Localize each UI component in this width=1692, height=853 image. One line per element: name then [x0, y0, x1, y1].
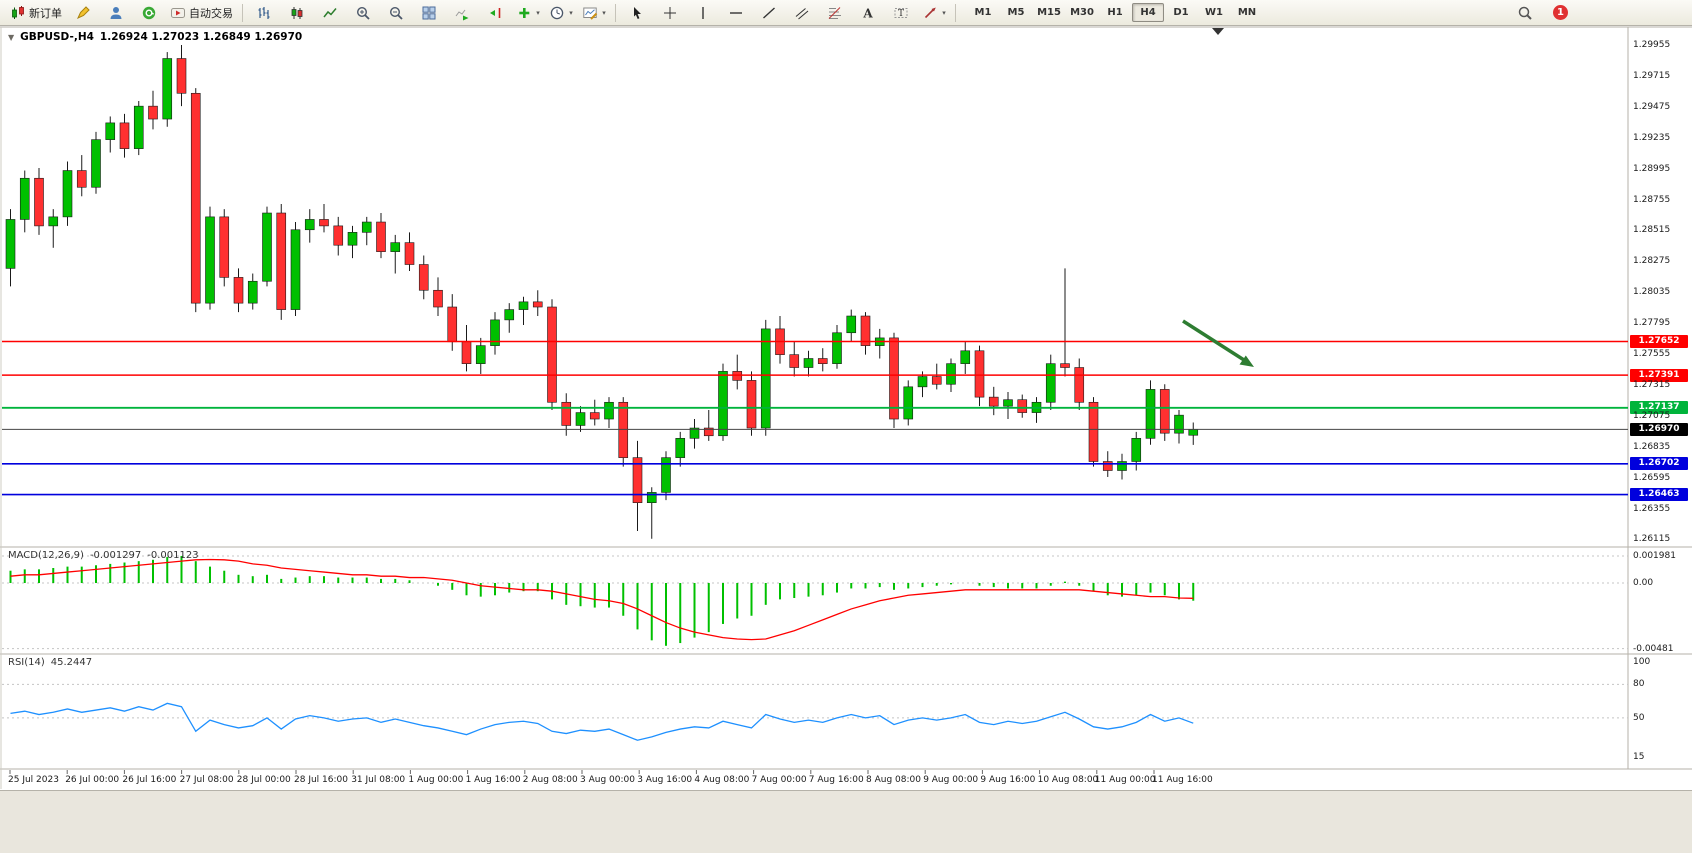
autotrading-label: 自动交易 [189, 6, 233, 20]
candlestick-icon [291, 6, 303, 19]
crosshair-button[interactable] [654, 1, 686, 25]
new-order-button[interactable]: 新订单 [6, 1, 66, 25]
metaeditor-button[interactable] [67, 1, 99, 25]
tile-windows-icon [422, 6, 436, 19]
chevron-down-icon: ▾ [569, 8, 573, 17]
symbol-ohlc: 1.26924 1.27023 1.26849 1.26970 [99, 31, 303, 43]
fibonacci-icon [828, 6, 841, 19]
cursor-arrow-icon [634, 6, 641, 19]
cursor-button[interactable] [621, 1, 653, 25]
zoom-out-button[interactable] [380, 1, 412, 25]
timeframe-mn-button[interactable]: MN [1237, 7, 1257, 18]
community-button[interactable] [100, 1, 132, 25]
notification-badge[interactable]: 1 [1553, 5, 1568, 20]
chevron-down-icon: ▾ [602, 8, 606, 17]
line-chart-icon [323, 7, 337, 17]
toolbar-separator [615, 3, 616, 22]
timeframe-w1-button[interactable]: W1 [1205, 7, 1223, 18]
autotrading-button[interactable]: 自动交易 [166, 1, 237, 25]
template-chart-icon [583, 7, 598, 20]
add-indicator-icon [519, 7, 530, 18]
new-order-icon [12, 5, 24, 19]
candlestick-chart-button[interactable] [281, 1, 313, 25]
symbol-name: GBPUSD-,H4 [20, 31, 94, 43]
autotrading-play-icon [171, 7, 185, 18]
clock-icon [550, 6, 564, 19]
periods-button[interactable]: ▾ [545, 1, 577, 25]
person-icon [110, 6, 122, 19]
text-button[interactable]: A [852, 1, 884, 25]
mql5-button[interactable] [133, 1, 165, 25]
timeframe-h4-button[interactable]: H4 [1132, 3, 1164, 22]
rsi-pane-label: RSI(14) 45.2447 [8, 657, 92, 668]
line-chart-button[interactable] [314, 1, 346, 25]
chart-shift-icon [490, 7, 501, 18]
timeframe-m30-button[interactable]: M30 [1070, 7, 1094, 18]
symbol-info: ▼ GBPUSD-,H4 1.26924 1.27023 1.26849 1.2… [8, 31, 302, 43]
auto-scroll-icon [455, 9, 469, 20]
crosshair-icon [664, 6, 676, 19]
price-axis[interactable] [1628, 27, 1692, 769]
horizontal-line-icon [730, 11, 742, 14]
chevron-down-icon: ▾ [536, 8, 540, 17]
zoom-out-icon [389, 6, 403, 20]
new-order-label: 新订单 [29, 6, 62, 20]
macd-pane-label: MACD(12,26,9) -0.001297 -0.001123 [8, 550, 199, 561]
text-tool-icon: A [862, 6, 873, 20]
indicators-button[interactable]: ▾ [512, 1, 544, 25]
zoom-in-button[interactable] [347, 1, 379, 25]
rsi-value: 45.2447 [50, 657, 93, 668]
arrow-shape-icon [925, 7, 937, 18]
one-click-trading-toggle[interactable]: ▼ [8, 32, 15, 42]
svg-text:T: T [898, 9, 904, 19]
rsi-name: RSI(14) [8, 657, 45, 668]
macd-name: MACD(12,26,9) [8, 550, 84, 561]
search-icon [1518, 6, 1532, 20]
toolbar-separator [242, 3, 243, 22]
macd-signal-value: -0.001123 [147, 550, 199, 561]
trendline-icon [763, 6, 775, 19]
timeframe-m5-button[interactable]: M5 [1007, 7, 1025, 18]
equidistant-channel-icon [795, 7, 809, 19]
text-label-icon: T [894, 7, 908, 19]
channel-button[interactable] [786, 1, 818, 25]
time-axis[interactable] [0, 769, 1628, 789]
macd-main-value: -0.001297 [89, 550, 142, 561]
timeframe-h1-button[interactable]: H1 [1107, 7, 1123, 18]
timeframe-d1-button[interactable]: D1 [1173, 7, 1189, 18]
toolbar-separator [955, 3, 956, 22]
arrows-shapes-button[interactable]: ▾ [918, 1, 950, 25]
bar-chart-button[interactable] [248, 1, 280, 25]
main-toolbar: 新订单 自动交易 [0, 0, 1692, 26]
mql5-community-icon [142, 6, 156, 19]
vertical-line-icon [702, 6, 704, 19]
zoom-in-icon [356, 6, 370, 20]
toolbar-right-group: 1 [1509, 1, 1568, 25]
tile-windows-button[interactable] [413, 1, 445, 25]
search-button[interactable] [1509, 1, 1541, 25]
timeframe-m15-button[interactable]: M15 [1037, 7, 1061, 18]
timeframe-group: M1 M5 M15 M30 H1 H4 D1 W1 MN [967, 3, 1263, 22]
chevron-down-icon: ▾ [942, 8, 946, 17]
chart-shift-button[interactable] [479, 1, 511, 25]
fibonacci-button[interactable] [819, 1, 851, 25]
bottom-strip [0, 790, 1692, 853]
vertical-line-button[interactable] [687, 1, 719, 25]
ohlc-bars-icon [258, 6, 270, 19]
pencil-icon [76, 5, 90, 19]
trendline-button[interactable] [753, 1, 785, 25]
templates-button[interactable]: ▾ [578, 1, 610, 25]
svg-text:A: A [862, 6, 873, 20]
auto-scroll-button[interactable] [446, 1, 478, 25]
timeframe-m1-button[interactable]: M1 [974, 7, 992, 18]
horizontal-line-button[interactable] [720, 1, 752, 25]
text-label-button[interactable]: T [885, 1, 917, 25]
